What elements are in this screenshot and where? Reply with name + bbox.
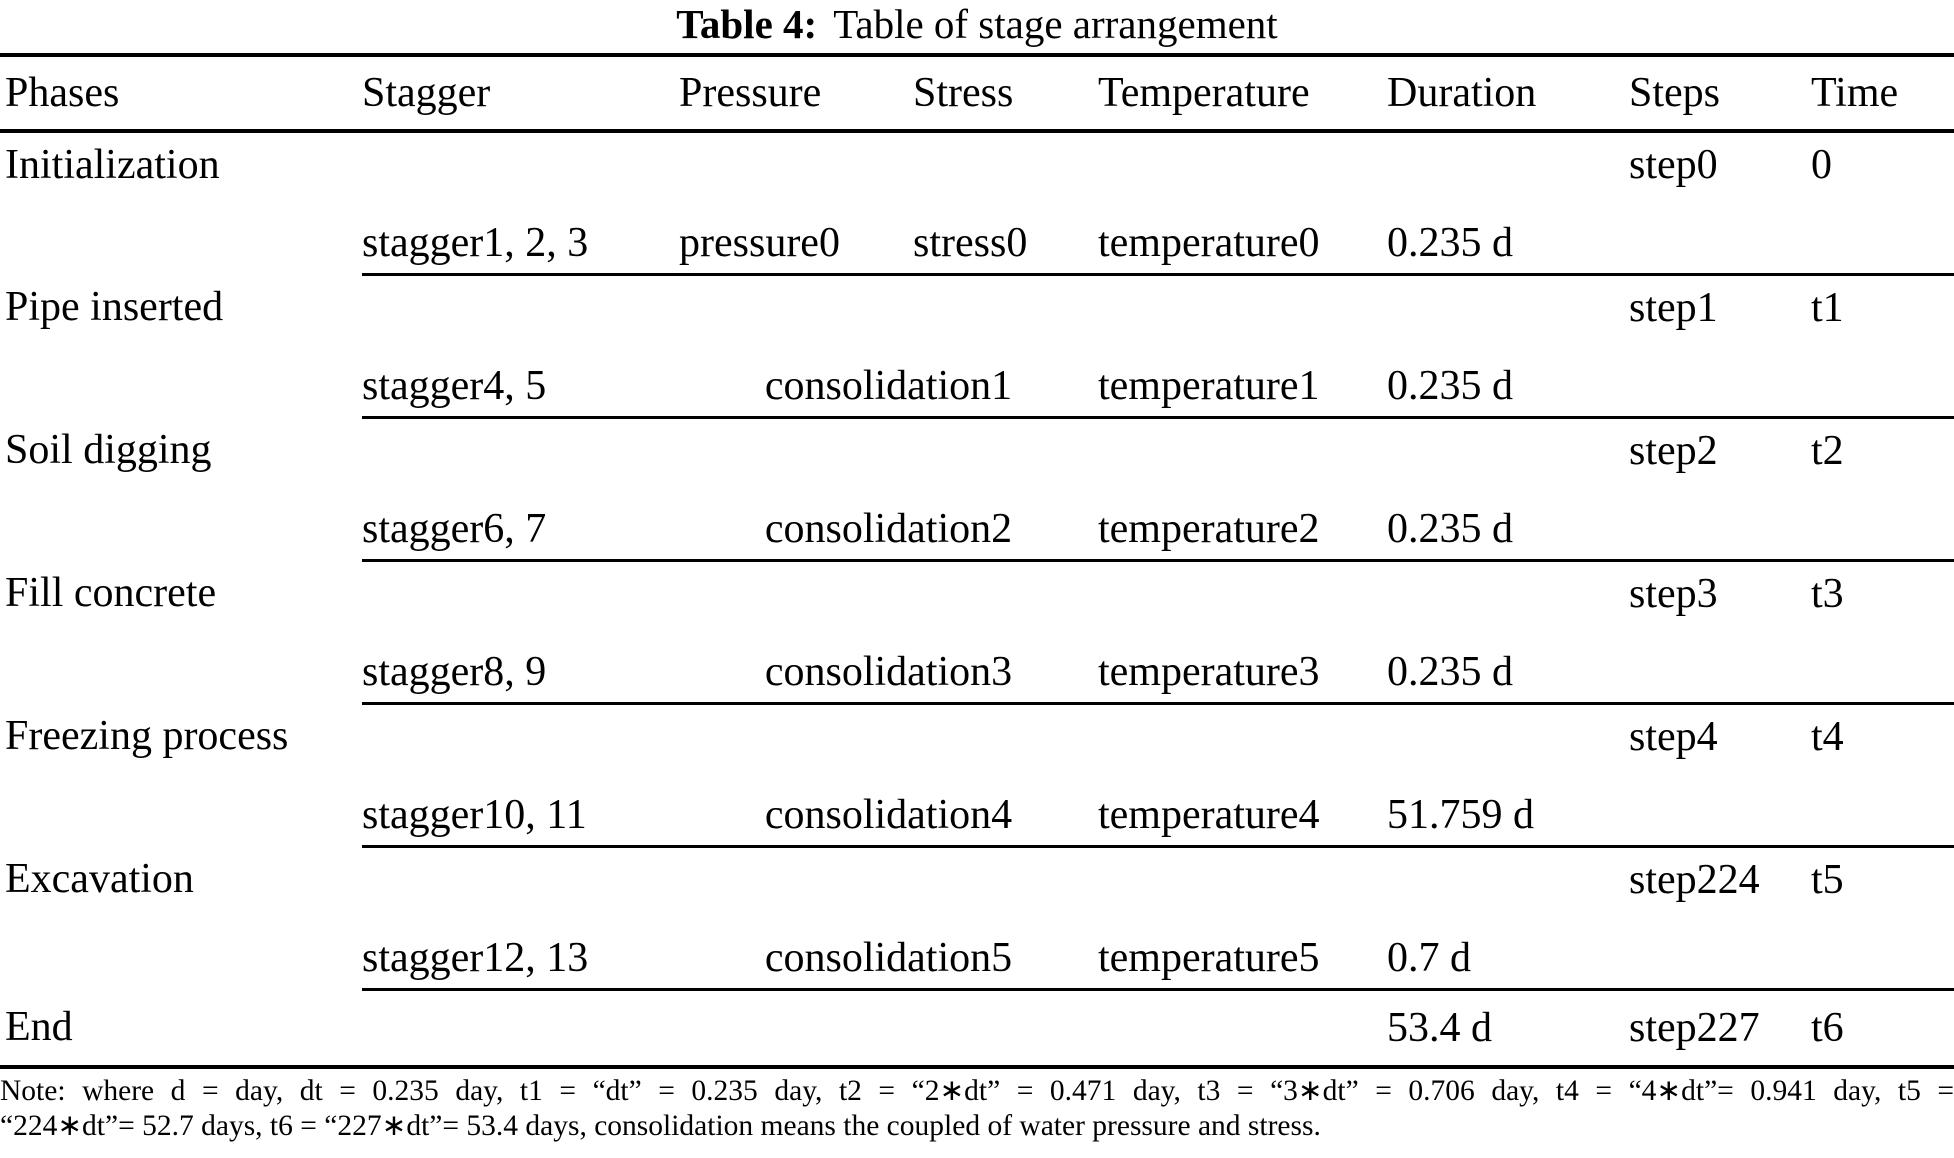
phase-cell: Pipe inserted — [5, 284, 224, 330]
duration-cell: 0.7 d — [1387, 912, 1629, 991]
temperature-cell: temperature3 — [1098, 626, 1387, 705]
time-cell: t6 — [1811, 989, 1954, 1069]
stress-cell: stress0 — [913, 197, 1098, 276]
phase-cell: Excavation — [5, 856, 194, 902]
table-note: Note: where d = day, dt = 0.235 day, t1 … — [0, 1074, 1954, 1144]
table-row: Freezing process step4 t4 — [0, 703, 1954, 769]
consolidation-cell: consolidation2 — [679, 483, 1098, 562]
steps-cell: step4 — [1629, 713, 1718, 760]
consolidation-cell: consolidation1 — [679, 340, 1098, 419]
pressure-cell: pressure0 — [679, 197, 913, 276]
table-row: Pipe inserted step1 t1 — [0, 274, 1954, 340]
time-cell: 0 — [1811, 142, 1832, 188]
temperature-cell: temperature0 — [1098, 197, 1387, 276]
table-row: Fill concrete step3 t3 — [0, 560, 1954, 626]
duration-cell: 0.235 d — [1387, 626, 1629, 705]
table-header-row: Phases Stagger Pressure Stress Temperatu… — [0, 55, 1954, 133]
column-header-duration: Duration — [1387, 55, 1629, 133]
duration-cell: 0.235 d — [1387, 483, 1629, 562]
temperature-cell: temperature1 — [1098, 340, 1387, 419]
phase-cell: Soil digging — [5, 427, 212, 473]
duration-cell: 51.759 d — [1387, 769, 1629, 848]
table-row: stagger8, 9 consolidation3 temperature3 … — [0, 626, 1954, 705]
steps-cell: step2 — [1629, 427, 1718, 474]
table-caption: Table 4: Table of stage arrangement — [0, 0, 1954, 53]
phase-cell: Initialization — [5, 142, 220, 188]
steps-cell: step227 — [1629, 989, 1811, 1069]
duration-cell: 0.235 d — [1387, 340, 1629, 419]
time-cell: t4 — [1811, 713, 1844, 760]
column-header-stagger: Stagger — [362, 55, 679, 133]
column-header-time: Time — [1811, 55, 1954, 133]
column-header-temperature: Temperature — [1098, 55, 1387, 133]
steps-cell: step1 — [1629, 284, 1718, 331]
temperature-cell: temperature2 — [1098, 483, 1387, 562]
table-row: stagger4, 5 consolidation1 temperature1 … — [0, 340, 1954, 419]
stage-arrangement-table: Phases Stagger Pressure Stress Temperatu… — [0, 53, 1954, 1069]
phase-cell: End — [0, 989, 362, 1069]
time-cell: t3 — [1811, 570, 1844, 617]
phase-cell: Freezing process — [5, 713, 289, 759]
table-row: stagger1, 2, 3 pressure0 stress0 tempera… — [0, 197, 1954, 276]
table-row: Soil digging step2 t2 — [0, 417, 1954, 483]
column-header-pressure: Pressure — [679, 55, 913, 133]
table-row: Excavation step224 t5 — [0, 846, 1954, 912]
steps-cell: step0 — [1629, 142, 1718, 188]
table-row: stagger6, 7 consolidation2 temperature2 … — [0, 483, 1954, 562]
table-note-line-2: “224∗dt”= 52.7 days, t6 = “227∗dt”= 53.4… — [0, 1110, 1321, 1142]
steps-cell: step224 — [1629, 856, 1760, 903]
consolidation-cell: consolidation5 — [679, 912, 1098, 991]
stagger-cell: stagger12, 13 — [362, 912, 679, 991]
table-row: stagger10, 11 consolidation4 temperature… — [0, 769, 1954, 848]
duration-cell: 0.235 d — [1387, 197, 1629, 276]
steps-cell: step3 — [1629, 570, 1718, 617]
table-row: Initialization step0 0 — [0, 131, 1954, 197]
time-cell: t2 — [1811, 427, 1844, 474]
column-header-stress: Stress — [913, 55, 1098, 133]
stagger-cell: stagger10, 11 — [362, 769, 679, 848]
table-caption-text: Table of stage arrangement — [833, 1, 1278, 47]
stagger-cell: stagger8, 9 — [362, 626, 679, 705]
duration-cell: 53.4 d — [1387, 989, 1629, 1069]
table-caption-label: Table 4: — [676, 1, 818, 47]
table-row: stagger12, 13 consolidation5 temperature… — [0, 912, 1954, 991]
stagger-cell: stagger6, 7 — [362, 483, 679, 562]
stagger-cell: stagger4, 5 — [362, 340, 679, 419]
stagger-cell: stagger1, 2, 3 — [362, 197, 679, 276]
phase-cell: Fill concrete — [5, 570, 217, 616]
table-row: End 53.4 d step227 t6 — [0, 989, 1954, 1069]
column-header-phases: Phases — [0, 55, 362, 133]
table-note-line-1: Note: where d = day, dt = 0.235 day, t1 … — [0, 1075, 1954, 1107]
consolidation-cell: consolidation4 — [679, 769, 1098, 848]
consolidation-cell: consolidation3 — [679, 626, 1098, 705]
temperature-cell: temperature5 — [1098, 912, 1387, 991]
time-cell: t1 — [1811, 284, 1844, 331]
column-header-steps: Steps — [1629, 55, 1811, 133]
time-cell: t5 — [1811, 856, 1844, 903]
temperature-cell: temperature4 — [1098, 769, 1387, 848]
